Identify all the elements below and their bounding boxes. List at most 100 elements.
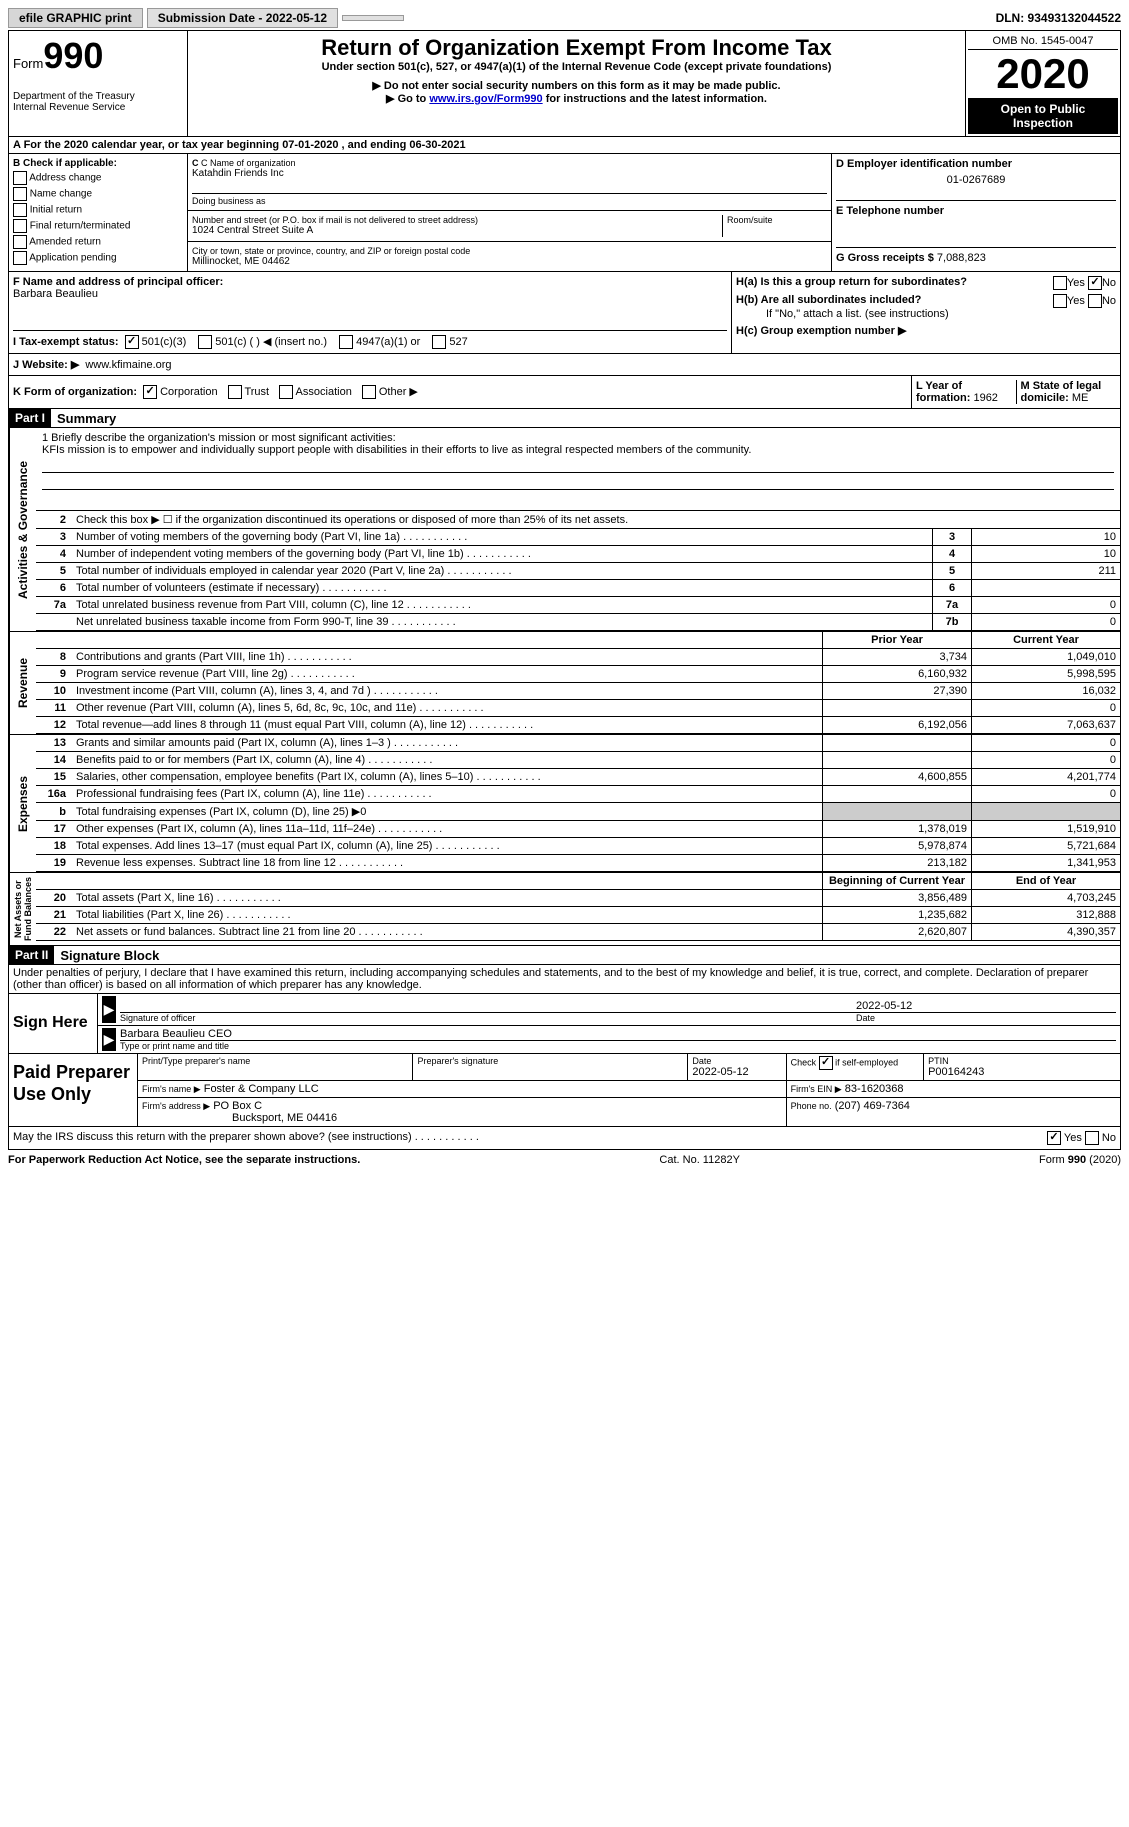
ein-value: 01-0267689	[836, 174, 1116, 186]
sign-name: Barbara Beaulieu CEO	[120, 1028, 1116, 1040]
dln-label: DLN: 93493132044522	[996, 11, 1121, 25]
note-ssn: ▶ Do not enter social security numbers o…	[192, 79, 961, 92]
l-val: 1962	[973, 392, 997, 404]
sig-officer-label: Signature of officer	[120, 1012, 856, 1023]
revenue-section: Revenue Prior YearCurrent Year 8Contribu…	[8, 632, 1121, 735]
prior-year-header: Prior Year	[823, 632, 972, 649]
footer-right: Form 990 (2020)	[1039, 1154, 1121, 1166]
expenses-sidelabel: Expenses	[9, 735, 36, 872]
firm-addr-label: Firm's address ▶	[142, 1101, 210, 1111]
k-opt-checkbox[interactable]	[279, 385, 293, 399]
form-header: Form990 Department of the Treasury Inter…	[8, 30, 1121, 137]
ptin-label: PTIN	[928, 1056, 1116, 1066]
sign-here-label: Sign Here	[9, 994, 98, 1053]
prep-name-label: Print/Type preparer's name	[142, 1056, 408, 1066]
part1-header: Part I	[9, 409, 51, 427]
arrow-icon: ▶	[102, 1028, 116, 1051]
page-footer: For Paperwork Reduction Act Notice, see …	[8, 1150, 1121, 1170]
city-label: City or town, state or province, country…	[192, 246, 827, 256]
governance-sidelabel: Activities & Governance	[9, 428, 36, 631]
i-label: I Tax-exempt status:	[13, 336, 119, 348]
i-opt-checkbox[interactable]	[339, 335, 353, 349]
k-opt-checkbox[interactable]	[362, 385, 376, 399]
firm-addr2: Bucksport, ME 04416	[142, 1112, 337, 1124]
top-toolbar: efile GRAPHIC print Submission Date - 20…	[8, 8, 1121, 28]
part2-bar: Part II Signature Block	[8, 946, 1121, 965]
row-a-period: A For the 2020 calendar year, or tax yea…	[8, 137, 1121, 154]
b-checkbox[interactable]	[13, 235, 27, 249]
firm-name-label: Firm's name ▶	[142, 1084, 201, 1094]
firm-addr: PO Box C	[213, 1100, 262, 1112]
may-irs-text: May the IRS discuss this return with the…	[13, 1131, 412, 1143]
firm-phone: (207) 469-7364	[835, 1100, 910, 1112]
part1-bar: Part I Summary	[8, 409, 1121, 428]
m-label: M State of legal domicile:	[1021, 380, 1102, 404]
b-checkbox[interactable]	[13, 203, 27, 217]
sign-name-label: Type or print name and title	[120, 1040, 1116, 1051]
org-address: 1024 Central Street Suite A	[192, 225, 722, 236]
gross-value: 7,088,823	[937, 252, 986, 264]
may-irs-no[interactable]	[1085, 1131, 1099, 1145]
ha-yes[interactable]	[1053, 276, 1067, 290]
line2-text: Check this box ▶ ☐ if the organization d…	[72, 511, 1120, 529]
self-emp-checkbox[interactable]	[819, 1056, 833, 1070]
l-label: L Year of formation:	[916, 380, 970, 404]
form-number: Form990	[13, 35, 183, 77]
i-opt-checkbox[interactable]	[198, 335, 212, 349]
form-title: Return of Organization Exempt From Incom…	[192, 35, 961, 61]
mission-text: KFIs mission is to empower and individua…	[42, 444, 1114, 456]
prep-date-label: Date	[692, 1056, 781, 1066]
b-checkbox[interactable]	[13, 187, 27, 201]
f-label: F Name and address of principal officer:	[13, 276, 223, 288]
part2-title: Signature Block	[54, 948, 159, 963]
col-b-checkboxes: B Check if applicable: Address change Na…	[9, 154, 188, 271]
addr-label: Number and street (or P.O. box if mail i…	[192, 215, 722, 225]
expenses-section: Expenses 13Grants and similar amounts pa…	[8, 735, 1121, 873]
footer-mid: Cat. No. 11282Y	[659, 1154, 740, 1166]
k-opt-checkbox[interactable]	[228, 385, 242, 399]
may-irs-row: May the IRS discuss this return with the…	[8, 1127, 1121, 1150]
hb-yes[interactable]	[1053, 294, 1067, 308]
may-irs-yes[interactable]	[1047, 1131, 1061, 1145]
open-public-badge: Open to Public Inspection	[968, 98, 1118, 134]
netassets-section: Net Assets or Fund Balances Beginning of…	[8, 873, 1121, 946]
sign-date-label: Date	[856, 1012, 1116, 1023]
hc-label: H(c) Group exemption number ▶	[736, 324, 1116, 337]
omb-number: OMB No. 1545-0047	[968, 33, 1118, 50]
part2-header: Part II	[9, 946, 54, 964]
submission-date-button[interactable]: Submission Date - 2022-05-12	[147, 8, 338, 28]
phone-label: E Telephone number	[836, 200, 1116, 217]
firm-ein: 83-1620368	[845, 1083, 904, 1095]
penalties-text: Under penalties of perjury, I declare th…	[8, 965, 1121, 994]
revenue-sidelabel: Revenue	[9, 632, 36, 734]
gross-label: G Gross receipts $	[836, 252, 934, 264]
firm-name: Foster & Company LLC	[204, 1083, 319, 1095]
current-year-header: Current Year	[972, 632, 1121, 649]
ha-no[interactable]	[1088, 276, 1102, 290]
irs-link[interactable]: www.irs.gov/Form990	[429, 93, 542, 105]
i-opt-checkbox[interactable]	[125, 335, 139, 349]
note-link: ▶ Go to www.irs.gov/Form990 for instruct…	[192, 92, 961, 105]
row-k-l-m: K Form of organization: Corporation Trus…	[8, 376, 1121, 409]
firm-ein-label: Firm's EIN ▶	[791, 1084, 842, 1094]
website-value: www.kfimaine.org	[85, 359, 171, 371]
governance-section: Activities & Governance 1 Briefly descri…	[8, 428, 1121, 632]
org-city: Millinocket, ME 04462	[192, 256, 827, 267]
row-j-website: J Website: ▶ www.kfimaine.org	[8, 354, 1121, 376]
hb-label: H(b) Are all subordinates included?	[736, 294, 921, 308]
b-checkbox[interactable]	[13, 219, 27, 233]
blank-button[interactable]	[342, 15, 404, 21]
mission-label: 1 Briefly describe the organization's mi…	[42, 432, 1114, 444]
d-ein-label: D Employer identification number	[836, 158, 1116, 170]
k-label: K Form of organization:	[13, 386, 137, 398]
org-name: Katahdin Friends Inc	[192, 168, 827, 179]
k-opt-checkbox[interactable]	[143, 385, 157, 399]
c-name-label: C Name of organization	[201, 158, 296, 168]
hb-no[interactable]	[1088, 294, 1102, 308]
b-checkbox[interactable]	[13, 251, 27, 265]
efile-print-button[interactable]: efile GRAPHIC print	[8, 8, 143, 28]
b-checkbox[interactable]	[13, 171, 27, 185]
prep-sig-label: Preparer's signature	[417, 1056, 683, 1066]
i-opt-checkbox[interactable]	[432, 335, 446, 349]
dept-label: Department of the Treasury Internal Reve…	[13, 91, 183, 113]
